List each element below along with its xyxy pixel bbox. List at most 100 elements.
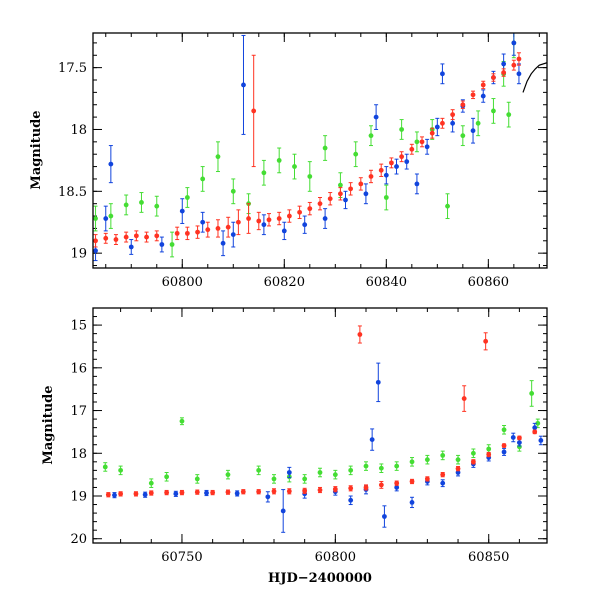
top-marker <box>491 75 496 80</box>
top-marker <box>460 133 466 139</box>
bottom-data-point <box>317 486 323 494</box>
top-data-point <box>440 63 445 85</box>
bottom-data-point <box>357 325 363 344</box>
top-marker <box>322 216 328 221</box>
bottom-data-point <box>363 461 369 471</box>
bottom-data-point <box>271 488 277 495</box>
bottom-marker <box>538 438 544 443</box>
top-data-point <box>184 226 190 241</box>
bottom-data-point <box>280 489 286 533</box>
bottom-y-tick-label: 16 <box>70 361 87 376</box>
top-marker <box>103 235 109 241</box>
top-marker <box>144 234 149 240</box>
bottom-data-point <box>348 495 354 506</box>
top-x-tick-label: 60840 <box>366 275 407 290</box>
top-marker <box>501 61 507 67</box>
bottom-marker <box>118 467 124 473</box>
bottom-x-tick-label: 60750 <box>161 550 202 565</box>
top-data-point <box>93 240 98 262</box>
bottom-data-point <box>256 465 262 476</box>
top-x-tick-label: 60860 <box>468 275 509 290</box>
bottom-data-point <box>348 485 354 492</box>
bottom-data-point <box>118 491 124 497</box>
top-marker <box>113 237 119 242</box>
top-data-point <box>200 211 206 233</box>
bottom-marker <box>210 490 216 495</box>
top-marker <box>480 93 486 99</box>
bottom-marker <box>529 391 535 396</box>
top-marker <box>470 128 476 134</box>
top-data-point <box>276 211 282 226</box>
bottom-data-point <box>378 480 384 489</box>
bottom-data-point <box>510 432 516 443</box>
top-data-point <box>103 205 109 232</box>
top-data-point <box>394 158 399 175</box>
bottom-data-point <box>461 385 467 412</box>
top-marker <box>511 62 517 68</box>
top-marker <box>281 228 287 234</box>
bottom-marker <box>112 492 117 498</box>
top-data-point <box>261 214 267 236</box>
top-marker <box>205 227 211 233</box>
top-marker <box>292 164 297 169</box>
bottom-marker <box>317 487 323 493</box>
bottom-marker <box>148 480 154 486</box>
top-data-point <box>93 205 98 232</box>
bottom-marker <box>394 485 400 490</box>
top-marker <box>93 238 98 244</box>
top-marker <box>251 108 257 114</box>
bottom-marker <box>280 508 286 514</box>
top-data-point <box>113 234 119 245</box>
top-data-point <box>414 131 420 153</box>
bottom-data-point <box>142 491 148 498</box>
bottom-data-point <box>148 478 154 488</box>
bottom-marker <box>302 476 308 482</box>
bottom-marker <box>501 449 507 455</box>
bottom-data-points <box>102 325 544 533</box>
bottom-marker <box>148 490 154 496</box>
bottom-marker <box>194 476 200 482</box>
bottom-marker <box>164 490 170 495</box>
bottom-marker <box>382 514 387 519</box>
top-data-point <box>460 100 466 109</box>
top-marker <box>154 203 160 209</box>
bottom-data-point <box>133 491 139 497</box>
top-data-point <box>348 182 354 196</box>
bottom-marker <box>271 488 277 494</box>
top-data-point <box>276 147 282 174</box>
bottom-marker <box>424 457 430 463</box>
top-marker <box>108 161 114 167</box>
top-data-point <box>133 230 139 242</box>
top-marker <box>184 230 190 236</box>
bottom-marker <box>332 472 338 478</box>
top-data-point <box>414 173 420 195</box>
top-y-tick-label: 19 <box>70 247 87 262</box>
bottom-data-point <box>173 490 179 497</box>
top-data-point <box>93 234 98 248</box>
top-data-point <box>144 231 149 243</box>
bottom-x-axis-label: HJD−2400000 <box>268 571 372 586</box>
top-marker <box>353 151 359 157</box>
top-marker <box>241 82 246 88</box>
top-marker <box>368 133 374 139</box>
bottom-data-point <box>105 492 111 498</box>
top-data-points <box>93 33 547 262</box>
top-data-point <box>128 239 134 255</box>
bottom-data-point <box>112 492 117 499</box>
top-marker <box>399 154 405 160</box>
top-marker <box>103 216 109 221</box>
bottom-marker <box>470 459 476 465</box>
bottom-marker <box>516 440 522 445</box>
top-data-point <box>179 198 185 224</box>
bottom-marker <box>369 437 375 442</box>
top-marker <box>174 230 180 236</box>
bottom-x-tick-label: 60850 <box>468 550 509 565</box>
bottom-data-point <box>501 448 507 456</box>
top-marker <box>343 197 348 203</box>
top-marker <box>358 181 364 187</box>
bottom-data-point <box>256 489 262 495</box>
top-marker <box>516 71 522 77</box>
top-marker <box>383 172 389 178</box>
top-marker <box>297 209 302 215</box>
